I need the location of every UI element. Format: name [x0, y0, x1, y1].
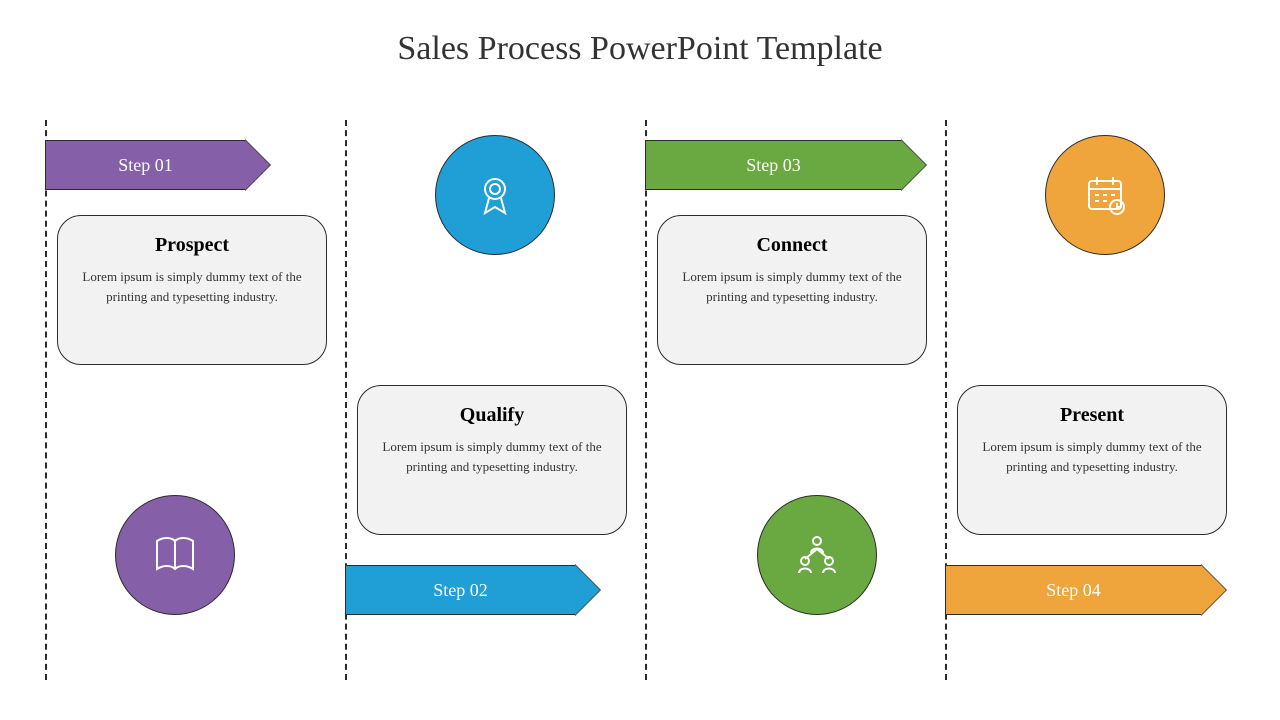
step-body: Lorem ipsum is simply dummy text of the … — [378, 437, 606, 476]
step-card-3: Connect Lorem ipsum is simply dummy text… — [657, 215, 927, 365]
award-icon — [471, 171, 519, 219]
step-circle-1 — [115, 495, 235, 615]
people-icon — [793, 531, 841, 579]
step-heading: Present — [978, 404, 1206, 427]
arrow-tip-icon — [1201, 565, 1226, 615]
divider-3 — [645, 120, 647, 680]
step-card-2: Qualify Lorem ipsum is simply dummy text… — [357, 385, 627, 535]
step-arrow-4: Step 04 — [945, 565, 1226, 615]
step-circle-3 — [757, 495, 877, 615]
step-card-4: Present Lorem ipsum is simply dummy text… — [957, 385, 1227, 535]
step-arrow-1: Step 01 — [45, 140, 270, 190]
step-heading: Connect — [678, 234, 906, 257]
step-body: Lorem ipsum is simply dummy text of the … — [78, 267, 306, 306]
arrow-tip-icon — [245, 140, 270, 190]
step-body: Lorem ipsum is simply dummy text of the … — [678, 267, 906, 306]
slide-title: Sales Process PowerPoint Template — [0, 30, 1280, 68]
step-arrow-label: Step 03 — [645, 140, 901, 190]
arrow-tip-icon — [575, 565, 600, 615]
step-arrow-label: Step 01 — [45, 140, 245, 190]
step-arrow-2: Step 02 — [345, 565, 600, 615]
step-heading: Prospect — [78, 234, 306, 257]
step-arrow-3: Step 03 — [645, 140, 926, 190]
diagram-stage: Step 01 Prospect Lorem ipsum is simply d… — [45, 120, 1235, 680]
step-card-1: Prospect Lorem ipsum is simply dummy tex… — [57, 215, 327, 365]
step-circle-4 — [1045, 135, 1165, 255]
arrow-tip-icon — [901, 140, 926, 190]
book-icon — [151, 531, 199, 579]
divider-1 — [45, 120, 47, 680]
step-body: Lorem ipsum is simply dummy text of the … — [978, 437, 1206, 476]
step-arrow-label: Step 02 — [345, 565, 575, 615]
step-arrow-label: Step 04 — [945, 565, 1201, 615]
calendar-icon — [1081, 171, 1129, 219]
step-circle-2 — [435, 135, 555, 255]
step-heading: Qualify — [378, 404, 606, 427]
